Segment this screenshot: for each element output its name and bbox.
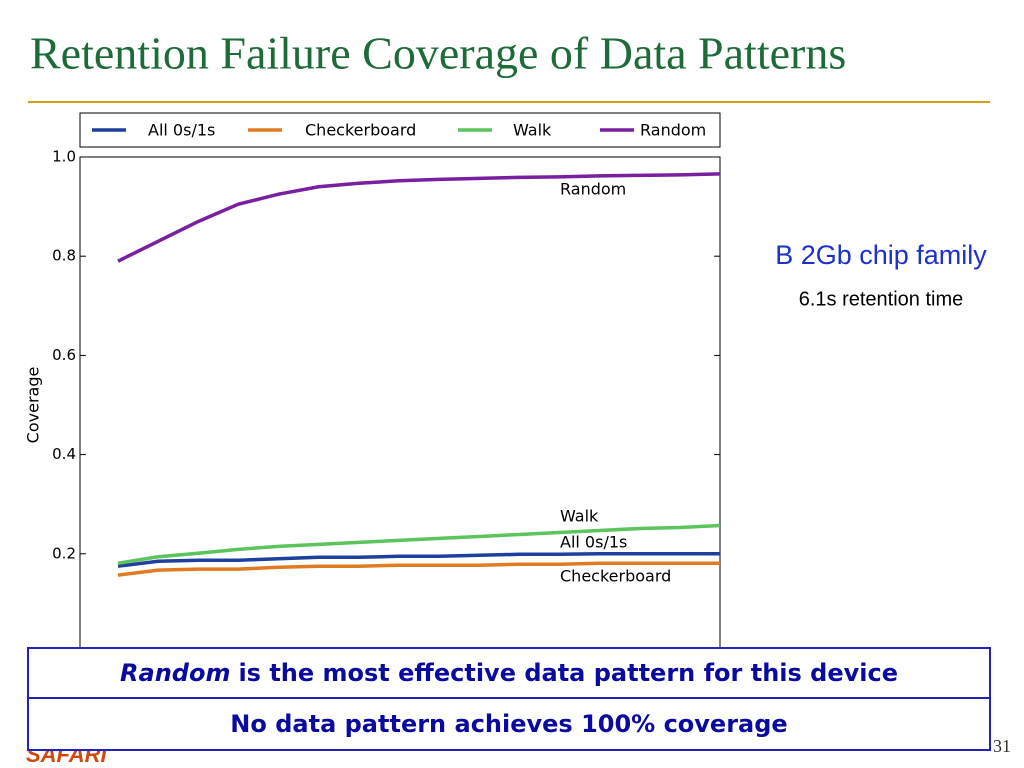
callout-text: No data pattern achieves 100% coverage xyxy=(230,710,787,738)
y-tick-label: 0.8 xyxy=(52,247,76,265)
annotation: Random xyxy=(560,180,626,199)
callout-emphasis: Random xyxy=(120,659,230,687)
y-tick-label: 0.4 xyxy=(52,445,76,463)
legend-label: All 0s/1s xyxy=(148,121,215,140)
side-title: B 2Gb chip family xyxy=(775,240,987,270)
slide-title: Retention Failure Coverage of Data Patte… xyxy=(30,28,846,79)
legend-label: Checkerboard xyxy=(305,121,416,140)
side-subtitle: 6.1s retention time xyxy=(799,288,964,310)
data-line xyxy=(117,561,720,577)
y-tick-label: 0.2 xyxy=(52,544,76,562)
legend-label: Walk xyxy=(513,121,552,140)
callout-box xyxy=(27,697,991,751)
callout-text: Random is the most effective data pattern… xyxy=(120,659,898,687)
annotation: Checkerboard xyxy=(560,567,671,586)
annotation: Walk xyxy=(560,507,599,526)
y-tick-label: 0.6 xyxy=(52,346,76,364)
callout-rest: is the most effective data pattern for t… xyxy=(238,659,898,687)
annotation: All 0s/1s xyxy=(560,533,627,552)
y-axis-label: Coverage xyxy=(24,367,43,444)
legend-label: Random xyxy=(640,121,706,140)
data-line xyxy=(117,523,721,565)
y-tick-label: 1.0 xyxy=(52,148,76,166)
data-line xyxy=(117,172,721,263)
page-number: 31 xyxy=(993,736,1011,756)
callout-box xyxy=(27,647,991,699)
chart: 0.2 0.4 0.6 0.8 1.0 Coverage Random Walk All 0s/… xyxy=(24,112,721,654)
data-line xyxy=(117,552,720,568)
